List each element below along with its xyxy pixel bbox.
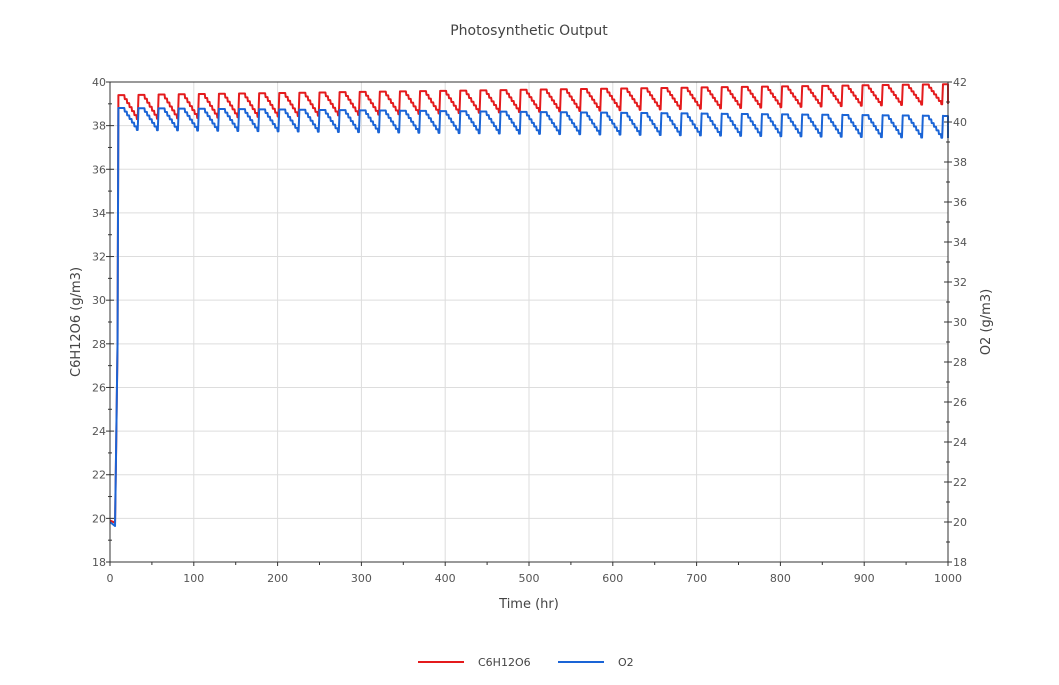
x-axis-title: Time (hr) [498, 597, 559, 612]
x-tick-label: 200 [267, 572, 288, 585]
y-right-tick-label: 18 [953, 556, 967, 569]
x-tick-label: 400 [435, 572, 456, 585]
x-tick-label: 600 [602, 572, 623, 585]
y-left-tick-label: 38 [92, 120, 106, 133]
x-tick-label: 1000 [934, 572, 962, 585]
y-right-tick-label: 34 [953, 236, 967, 249]
legend: C6H12O6 O2 [418, 656, 634, 669]
y-right-tick-label: 20 [953, 516, 967, 529]
x-tick-label: 0 [107, 572, 114, 585]
y-left-tick-label: 24 [92, 425, 106, 438]
y-left-tick-label: 36 [92, 163, 106, 176]
series-layer [109, 83, 949, 527]
y-right-tick-label: 40 [953, 116, 967, 129]
x-tick-label: 500 [519, 572, 540, 585]
x-tick-label: 300 [351, 572, 372, 585]
y-left-tick-label: 34 [92, 207, 106, 220]
y-right-tick-label: 38 [953, 156, 967, 169]
y-left-tick-label: 32 [92, 251, 106, 264]
y-left-tick-label: 40 [92, 76, 106, 89]
series-line-o2 [109, 107, 949, 527]
y-left-tick-label: 18 [92, 556, 106, 569]
x-tick-label: 700 [686, 572, 707, 585]
axis-ticks: 0 100 200 300 400 500 600 700 800 900 1000 18 20 22 24… [92, 76, 967, 585]
legend-label: C6H12O6 [478, 656, 531, 669]
y-right-tick-label: 26 [953, 396, 967, 409]
y-left-tick-label: 22 [92, 469, 106, 482]
y-right-tick-label: 30 [953, 316, 967, 329]
x-tick-label: 100 [183, 572, 204, 585]
y-left-tick-label: 20 [92, 512, 106, 525]
y-right-tick-label: 42 [953, 76, 967, 89]
y-right-axis-title: O2 (g/m3) [979, 289, 994, 355]
y-right-tick-label: 32 [953, 276, 967, 289]
y-left-tick-label: 26 [92, 381, 106, 394]
y-right-tick-label: 24 [953, 436, 967, 449]
x-tick-label: 800 [770, 572, 791, 585]
chart-title: Photosynthetic Output [450, 23, 608, 39]
y-left-tick-label: 28 [92, 338, 106, 351]
grid-lines [110, 82, 948, 562]
y-left-axis-title: C6H12O6 (g/m3) [69, 267, 84, 377]
x-tick-label: 900 [854, 572, 875, 585]
y-right-tick-label: 36 [953, 196, 967, 209]
series-line-c6h12o6 [109, 83, 949, 524]
y-left-tick-label: 30 [92, 294, 106, 307]
y-right-tick-label: 22 [953, 476, 967, 489]
y-right-tick-label: 28 [953, 356, 967, 369]
legend-label: O2 [618, 656, 634, 669]
